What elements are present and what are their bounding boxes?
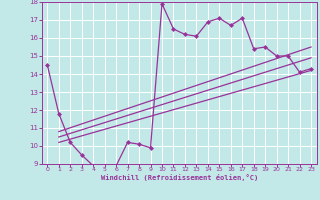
X-axis label: Windchill (Refroidissement éolien,°C): Windchill (Refroidissement éolien,°C): [100, 174, 258, 181]
